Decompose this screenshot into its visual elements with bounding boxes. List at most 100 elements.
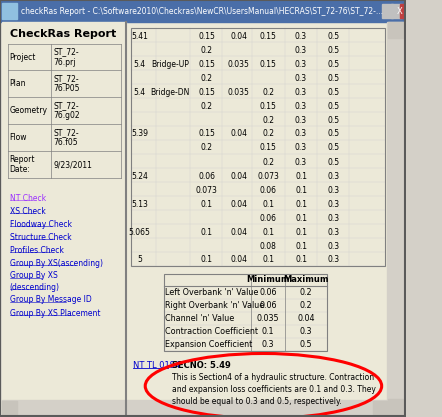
Text: 0.06: 0.06	[198, 171, 215, 181]
Bar	[164, 274, 327, 351]
Text: 0.04: 0.04	[230, 171, 247, 181]
Text: Floodway Check: Floodway Check	[10, 219, 72, 229]
Text: SECNO: 5.49: SECNO: 5.49	[172, 361, 231, 369]
Text: 0.15: 0.15	[198, 130, 215, 138]
Text: 0.1: 0.1	[295, 199, 307, 208]
Text: Group By Message ID: Group By Message ID	[10, 296, 91, 304]
Text: 0.15: 0.15	[198, 60, 215, 68]
Text: NT TL 01S4: NT TL 01S4	[133, 361, 181, 369]
Text: 0.2: 0.2	[201, 73, 213, 83]
Text: Group By XS Placement: Group By XS Placement	[10, 309, 100, 317]
Text: ST_72-
76.P05: ST_72- 76.P05	[53, 74, 80, 93]
Text: 0.06: 0.06	[259, 214, 277, 223]
Text: 0.1: 0.1	[295, 256, 307, 264]
Text: 0.5: 0.5	[327, 130, 339, 138]
Text: 0.3: 0.3	[327, 199, 339, 208]
Text: 0.2: 0.2	[201, 45, 213, 55]
Text: Structure Check: Structure Check	[10, 233, 71, 241]
Text: 0.2: 0.2	[262, 158, 274, 166]
Text: 0.035: 0.035	[228, 60, 250, 68]
Text: 0.04: 0.04	[230, 130, 247, 138]
Text: 0.2: 0.2	[201, 143, 213, 153]
Text: 0.1: 0.1	[201, 199, 213, 208]
Text: checkRas Report - C:\Software2010\Checkras\NewCR\UsersManual\HECRAS\ST_72-76\ST_: checkRas Report - C:\Software2010\Checkr…	[21, 7, 383, 15]
Text: 0.3: 0.3	[327, 241, 339, 251]
Text: 9/23/2011: 9/23/2011	[53, 160, 92, 169]
Text: 0.5: 0.5	[327, 116, 339, 125]
Text: 0.3: 0.3	[295, 158, 307, 166]
Text: 5.13: 5.13	[131, 199, 148, 208]
Text: 0.04: 0.04	[297, 314, 315, 323]
Text: 0.1: 0.1	[295, 214, 307, 223]
Text: 0.3: 0.3	[262, 340, 274, 349]
Text: 0.2: 0.2	[262, 88, 274, 96]
Bar	[387, 22, 404, 415]
Text: 0.15: 0.15	[198, 32, 215, 40]
Bar	[388, 22, 403, 38]
Text: 0.06: 0.06	[259, 186, 277, 194]
Text: 0.3: 0.3	[327, 228, 339, 236]
Text: 5.24: 5.24	[131, 171, 148, 181]
Text: 5: 5	[137, 256, 142, 264]
Bar	[391, 4, 402, 18]
Text: 0.5: 0.5	[327, 73, 339, 83]
Text: Contraction Coefficient: Contraction Coefficient	[165, 327, 259, 336]
Text: 0.1: 0.1	[295, 171, 307, 181]
Text: Expansion Coefficient: Expansion Coefficient	[165, 340, 253, 349]
Text: 0.3: 0.3	[295, 32, 307, 40]
Text: 0.06: 0.06	[259, 288, 277, 297]
Text: Group By XS(ascending): Group By XS(ascending)	[10, 259, 103, 267]
Text: 0.1: 0.1	[295, 241, 307, 251]
Text: 0.3: 0.3	[295, 101, 307, 111]
Text: 0.06: 0.06	[259, 301, 277, 310]
Text: 0.2: 0.2	[201, 101, 213, 111]
Text: 0.5: 0.5	[327, 88, 339, 96]
Text: X: X	[397, 7, 403, 15]
Text: ST_72-
76.prj: ST_72- 76.prj	[53, 47, 79, 67]
Text: 0.3: 0.3	[327, 186, 339, 194]
Text: should be equal to 0.3 and 0.5, respectively.: should be equal to 0.3 and 0.5, respecti…	[172, 397, 342, 405]
Bar	[400, 4, 411, 18]
Bar	[0, 0, 405, 22]
Text: 5.41: 5.41	[131, 32, 148, 40]
Text: 0.3: 0.3	[295, 88, 307, 96]
Text: 0.04: 0.04	[230, 32, 247, 40]
Text: 0.3: 0.3	[327, 171, 339, 181]
Text: 5.4: 5.4	[133, 60, 146, 68]
Text: 0.15: 0.15	[198, 88, 215, 96]
Text: 0.5: 0.5	[300, 340, 312, 349]
Text: 0.5: 0.5	[327, 101, 339, 111]
Text: 0.035: 0.035	[228, 88, 250, 96]
Text: ST_72-
76.g02: ST_72- 76.g02	[53, 101, 80, 120]
Text: 0.5: 0.5	[327, 45, 339, 55]
Bar	[2, 400, 387, 415]
Text: Left Overbank 'n' Value: Left Overbank 'n' Value	[165, 288, 259, 297]
Text: Profiles Check: Profiles Check	[10, 246, 64, 254]
Text: 0.5: 0.5	[327, 32, 339, 40]
Text: 0.1: 0.1	[201, 228, 213, 236]
Text: CheckRas Report: CheckRas Report	[10, 29, 116, 39]
Text: 0.5: 0.5	[327, 158, 339, 166]
Text: 0.1: 0.1	[262, 228, 274, 236]
Text: NT Check: NT Check	[10, 193, 46, 203]
Text: Bridge-UP: Bridge-UP	[151, 60, 189, 68]
Text: 0.3: 0.3	[295, 60, 307, 68]
Text: 5.39: 5.39	[131, 130, 148, 138]
Text: Report
Date:: Report Date:	[10, 155, 35, 174]
Bar	[2, 3, 17, 19]
Text: 0.08: 0.08	[259, 241, 276, 251]
Text: 0.2: 0.2	[300, 301, 312, 310]
Text: 0.3: 0.3	[295, 130, 307, 138]
Text: 0.15: 0.15	[259, 60, 276, 68]
Text: 0.3: 0.3	[295, 45, 307, 55]
Text: (descending): (descending)	[10, 282, 60, 291]
Text: 0.2: 0.2	[262, 130, 274, 138]
Text: Geometry: Geometry	[10, 106, 48, 115]
Text: 0.15: 0.15	[259, 143, 276, 153]
Text: Channel 'n' Value: Channel 'n' Value	[165, 314, 235, 323]
Text: 0.073: 0.073	[196, 186, 217, 194]
Bar	[388, 399, 403, 415]
Text: 0.2: 0.2	[262, 116, 274, 125]
Text: Project: Project	[10, 53, 36, 61]
Text: Minimum: Minimum	[246, 276, 290, 284]
